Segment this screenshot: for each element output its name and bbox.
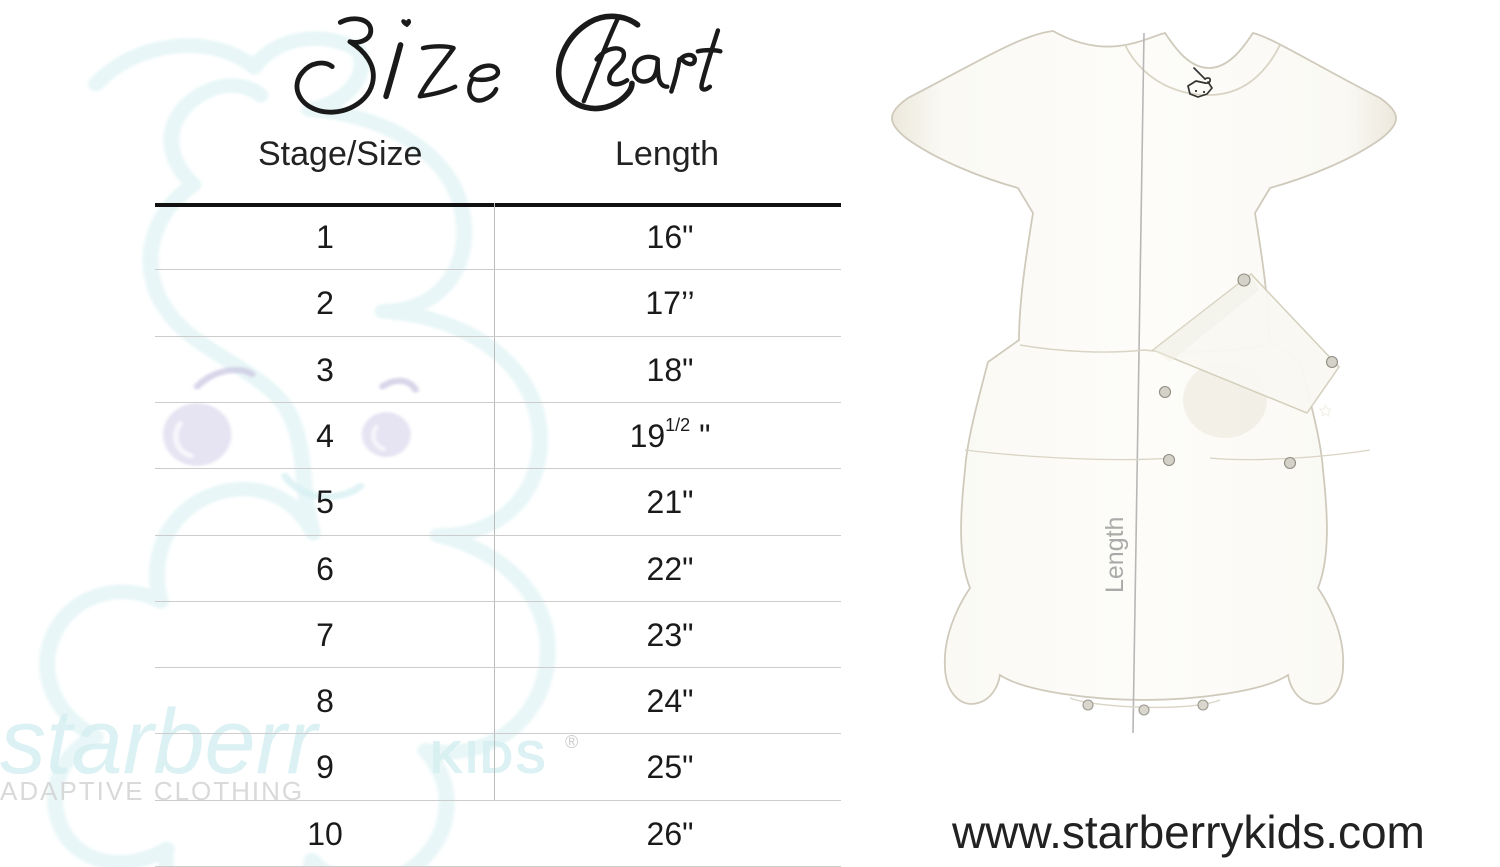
svg-text:Length: Length [1101, 517, 1129, 593]
